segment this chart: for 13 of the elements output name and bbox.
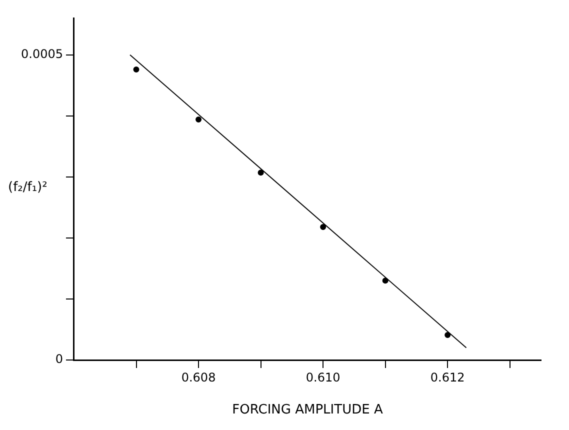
point <box>133 66 140 72</box>
x-axis-title: FORCING AMPLITUDE A <box>232 402 383 418</box>
y-tick-label: 0.0005 <box>20 46 63 61</box>
point <box>258 170 264 176</box>
point <box>196 116 202 123</box>
x-tick-label: 0.610 <box>306 370 340 384</box>
y-axis-title: (f₂/f₁)² <box>8 180 48 195</box>
point <box>444 332 451 338</box>
x-tick-label: 0.608 <box>181 370 216 384</box>
y-tick-label: 0 <box>55 352 63 366</box>
point <box>320 224 326 230</box>
point <box>382 278 388 284</box>
x-tick-label: 0.612 <box>430 370 465 384</box>
